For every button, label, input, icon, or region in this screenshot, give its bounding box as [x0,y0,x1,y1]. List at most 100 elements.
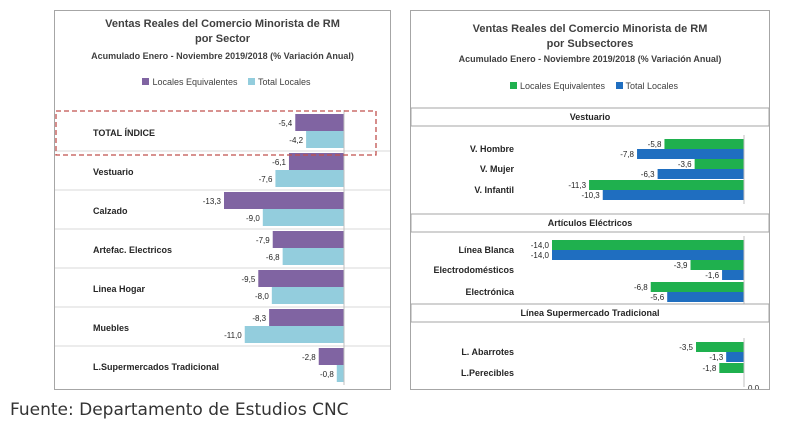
data-label-locales-equivalentes: -8,3 [252,314,266,323]
source-note: Fuente: Departamento de Estudios CNC [10,400,349,420]
bar-locales-equivalentes [288,153,344,170]
data-label-locales-equivalentes: -11,3 [568,181,586,190]
data-label-total-locales: -5,6 [650,293,664,302]
data-label-locales-equivalentes: -3,9 [674,261,688,270]
data-label-total-locales: -8,0 [255,292,269,301]
sector-chart-panel: Ventas Reales del Comercio Minorista de … [54,10,391,390]
data-label-locales-equivalentes: -5,8 [648,140,662,149]
subsector-chart-title-line1: Ventas Reales del Comercio Minorista de … [472,23,708,35]
data-label-locales-equivalentes: -2,8 [302,353,316,362]
legend-label-total-locales: Total Locales [625,81,679,91]
data-label-total-locales: -7,6 [259,175,273,184]
bar-locales-equivalentes [272,231,344,248]
group-header-box [411,213,769,233]
category-label: L. Abarrotes [461,347,514,357]
category-label: Artefac. Electricos [93,245,172,255]
highlight-box-total-indice [55,110,377,156]
bar-locales-equivalentes [664,139,744,149]
bar-total-locales [275,170,344,187]
bar-locales-equivalentes [690,260,744,270]
bar-locales-equivalentes [224,192,344,209]
bar-total-locales [306,131,344,148]
data-label-total-locales: -6,8 [266,253,280,262]
subsector-chart-title-line2: por Subsectores [546,38,634,50]
category-label: Linea Hogar [93,284,146,294]
data-label-locales-equivalentes: -3,5 [679,343,693,352]
data-label-total-locales: -9,0 [246,214,260,223]
data-label-total-locales: -11,0 [224,331,242,340]
bar-total-locales [637,149,744,159]
data-label-locales-equivalentes: -7,9 [256,236,270,245]
data-label-locales-equivalentes: -1,8 [703,364,717,373]
data-label-locales-equivalentes: -3,6 [678,160,692,169]
legend-label-locales-equivalentes: Locales Equivalentes [519,81,605,91]
category-label: L.Supermercados Tradicional [93,362,219,372]
category-label: Línea Blanca [458,245,515,255]
sector-bar-chart: TOTAL ÍNDICE -5,4 -4,2 Vestuario -6,1 -7,6 Cal… [55,110,390,385]
category-label: Electrodomésticos [433,265,514,275]
category-label: Calzado [93,206,128,216]
bar-total-locales [722,270,744,280]
sector-chart-title-line2: por Sector [194,33,250,45]
data-label-total-locales: -6,3 [641,170,655,179]
bar-total-locales [262,209,344,226]
group-header-label: Vestuario [570,112,611,122]
bar-total-locales [271,287,344,304]
bar-locales-equivalentes [650,282,744,292]
bar-locales-equivalentes [696,342,744,352]
bar-locales-equivalentes [694,159,744,169]
bar-locales-equivalentes [318,348,344,365]
group-header-box [411,303,769,323]
data-label-locales-equivalentes: -14,0 [531,241,550,250]
group-header-box [411,107,769,127]
data-label-total-locales: 0,0 [748,384,760,389]
legend-swatch-total-locales [615,82,623,89]
data-label-total-locales: -1,6 [705,271,719,280]
bar-locales-equivalentes [589,180,744,190]
data-label-total-locales: -1,3 [709,353,723,362]
bar-locales-equivalentes [552,240,744,250]
legend-swatch-total-locales [248,78,256,85]
sector-chart-subtitle: Acumulado Enero - Noviembre 2019/2018 (%… [91,51,354,61]
bar-locales-equivalentes [258,270,344,287]
data-label-total-locales: -0,8 [320,370,334,379]
bar-locales-equivalentes [295,114,344,131]
sector-chart-legend: Locales Equivalentes Total Locales [55,77,390,87]
bar-total-locales [667,292,744,302]
category-label: V. Hombre [470,144,514,154]
bar-total-locales [552,250,744,260]
group-header-label: Artículos Eléctricos [548,218,633,228]
subsector-bar-chart: Vestuario V. Hombre -5,8 -7,8 V. Mujer -3,6 -6… [411,107,769,389]
data-label-locales-equivalentes: -9,5 [241,275,255,284]
subsector-chart-panel: Ventas Reales del Comercio Minorista de … [410,10,770,390]
legend-label-locales-equivalentes: Locales Equivalentes [152,77,238,87]
bar-total-locales [602,190,744,200]
group-header-label: Línea Supermercado Tradicional [520,308,659,318]
bar-locales-equivalentes [269,309,344,326]
bar-locales-equivalentes [719,363,744,373]
data-label-locales-equivalentes: -5,4 [278,119,292,128]
category-label: V. Infantil [474,185,514,195]
legend-swatch-locales-equivalentes [509,82,517,89]
legend-swatch-locales-equivalentes [142,78,150,85]
subsector-chart-legend: Locales Equivalentes Total Locales [411,81,769,91]
category-label: L.Perecibles [461,368,514,378]
data-label-locales-equivalentes: -6,1 [272,158,286,167]
bar-total-locales [726,352,744,362]
bar-total-locales [657,169,744,179]
bar-total-locales [336,365,344,382]
category-label: Muebles [93,323,129,333]
data-label-locales-equivalentes: -13,3 [203,197,222,206]
bar-total-locales [244,326,344,343]
category-label: TOTAL ÍNDICE [93,128,155,138]
legend-label-total-locales: Total Locales [258,77,311,87]
sector-chart-title-line1: Ventas Reales del Comercio Minorista de … [105,18,340,30]
data-label-total-locales: -4,2 [289,136,303,145]
data-label-total-locales: -7,8 [620,150,634,159]
subsector-chart-subtitle: Acumulado Enero - Noviembre 2019/2018 (%… [458,54,722,64]
category-label: Electrónica [465,287,515,297]
data-label-total-locales: -14,0 [531,251,550,260]
category-label: Vestuario [93,167,134,177]
category-label: V. Mujer [480,164,515,174]
data-label-locales-equivalentes: -6,8 [634,283,648,292]
